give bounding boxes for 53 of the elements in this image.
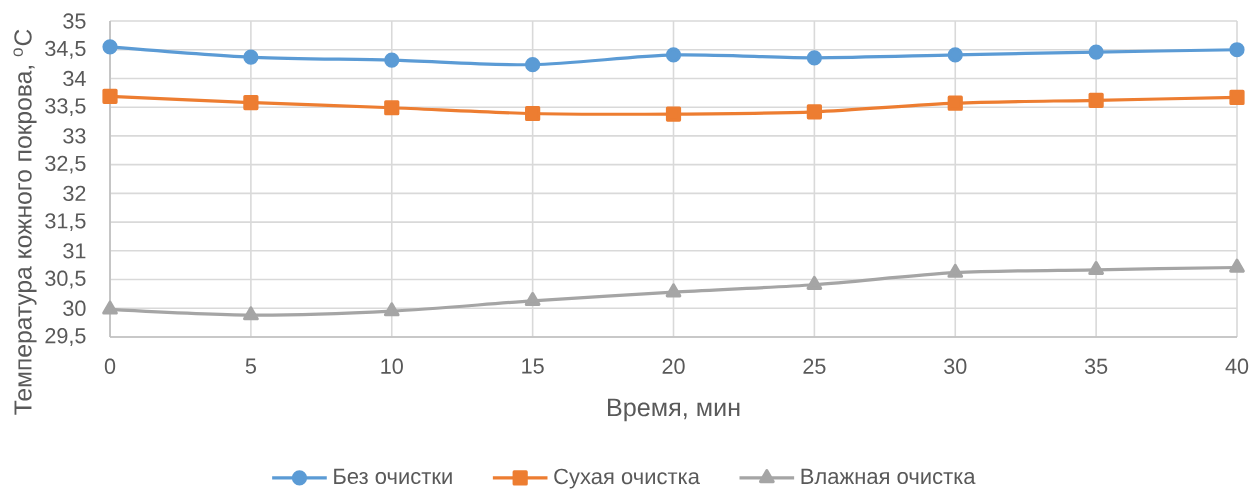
point xyxy=(1088,92,1104,108)
legend-label: Влажная очистка xyxy=(801,468,976,485)
point xyxy=(947,47,963,63)
point xyxy=(524,292,541,307)
y-tick-label: 33,5 xyxy=(45,98,86,117)
point xyxy=(243,306,259,321)
y-axis-title: Температура кожного покрова, $^{o}$C xyxy=(13,29,37,415)
point xyxy=(1229,258,1245,273)
y-tick-label: 30,5 xyxy=(45,270,86,289)
y-tick-label: 33 xyxy=(63,128,86,144)
point xyxy=(525,105,541,122)
point xyxy=(665,106,682,122)
x-tick-label: 20 xyxy=(662,358,685,374)
point xyxy=(383,302,400,317)
point xyxy=(384,52,400,68)
y-tick-label: 32 xyxy=(63,185,86,202)
x-axis-title: Время, мин xyxy=(608,398,740,422)
point xyxy=(665,47,682,63)
point xyxy=(806,50,822,66)
point xyxy=(102,39,118,55)
point xyxy=(1229,89,1245,106)
x-tick-label: 0 xyxy=(104,358,116,374)
point xyxy=(384,100,400,116)
point xyxy=(525,57,541,73)
x-tick-label: 25 xyxy=(803,358,826,374)
x-tick-label: 10 xyxy=(381,358,403,374)
point xyxy=(665,283,682,298)
point xyxy=(102,300,118,315)
y-tick-label: 31,5 xyxy=(45,213,86,232)
y-tick-label: 34 xyxy=(63,70,86,87)
y-tick-label: 31 xyxy=(63,243,86,259)
point xyxy=(1088,44,1104,60)
y-tick-label: 30 xyxy=(63,300,86,316)
x-tick-label: 35 xyxy=(1084,358,1108,374)
x-tick-label: 5 xyxy=(245,358,256,374)
point xyxy=(947,263,964,278)
point xyxy=(806,275,823,290)
point xyxy=(1229,42,1245,58)
x-tick-label: 40 xyxy=(1225,358,1249,374)
y-tick-label: 35 xyxy=(63,13,86,29)
legend-label: Сухая очистка xyxy=(554,468,700,489)
x-tick-label: 15 xyxy=(522,358,544,374)
point xyxy=(947,95,963,111)
legend-label: Без очистки xyxy=(334,468,452,485)
y-tick-label: 34,5 xyxy=(45,40,86,59)
x-tick-label: 30 xyxy=(944,358,967,374)
point xyxy=(243,49,259,65)
y-tick-label: 32,5 xyxy=(45,155,86,174)
point xyxy=(243,94,259,111)
point xyxy=(1088,260,1104,275)
y-tick-label: 29,5 xyxy=(45,328,86,346)
point xyxy=(102,88,118,104)
point xyxy=(806,104,822,120)
